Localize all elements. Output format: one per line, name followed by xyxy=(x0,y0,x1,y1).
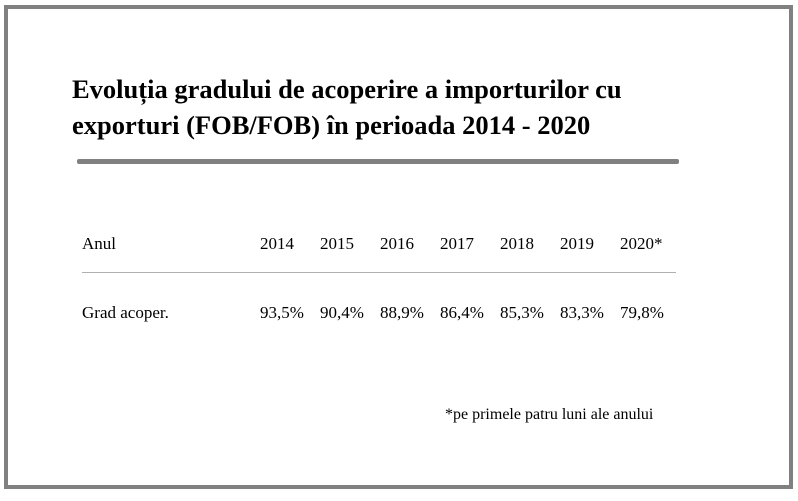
footnote: *pe primele patru luni ale anului xyxy=(445,406,654,423)
value-cell: 88,9% xyxy=(380,303,424,322)
document-frame xyxy=(4,5,793,489)
year-cell: 2014 xyxy=(260,234,294,253)
year-cell: 2016 xyxy=(380,234,414,253)
document-title: Evoluția gradului de acoperire a importu… xyxy=(72,74,622,140)
year-cell: 2018 xyxy=(500,234,534,253)
title-underline xyxy=(77,159,679,164)
year-cell: 2015 xyxy=(320,234,354,253)
value-cell: 86,4% xyxy=(440,303,484,322)
year-cell: 2017 xyxy=(440,234,474,253)
header-label: Anul xyxy=(82,234,116,253)
value-cell: 85,3% xyxy=(500,303,544,322)
value-cell: 83,3% xyxy=(560,303,604,322)
row-label: Grad acoper. xyxy=(82,303,169,322)
year-cell: 2019 xyxy=(560,234,594,253)
value-cell: 93,5% xyxy=(260,303,304,322)
year-cell: 2020* xyxy=(620,234,663,253)
table-divider xyxy=(82,272,676,273)
value-cell: 79,8% xyxy=(620,303,664,322)
value-cell: 90,4% xyxy=(320,303,364,322)
